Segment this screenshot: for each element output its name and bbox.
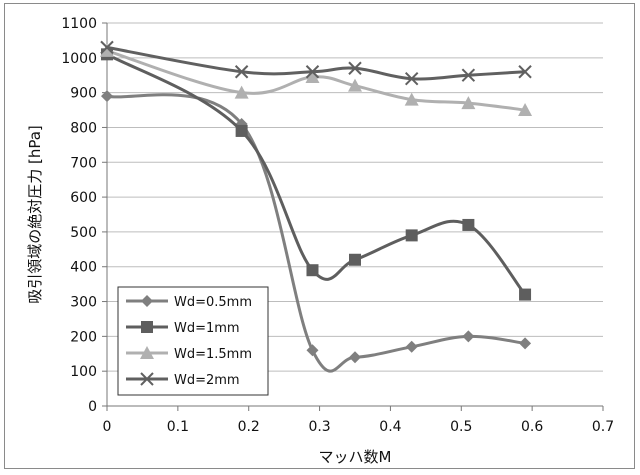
y-tick-label: 400 (70, 260, 97, 276)
data-point-wd-0-5mm-0 (101, 90, 113, 103)
legend-label-wd-0-5mm: Wd=0.5mm (174, 295, 252, 310)
legend-box (117, 286, 269, 396)
data-point-wd-0-5mm-4 (405, 340, 418, 353)
y-tick-label: 200 (70, 329, 97, 345)
legend-label-wd-1mm: Wd=1mm (174, 321, 240, 336)
series-wd-1mm (101, 48, 532, 301)
data-point-wd-1-5mm-2 (305, 69, 320, 83)
y-tick-label: 0 (88, 399, 97, 415)
data-point-wd-1-5mm-0 (100, 43, 114, 57)
legend-label-wd-1-5mm: Wd=1.5mm (174, 347, 252, 362)
data-point-wd-1mm-5 (462, 218, 475, 231)
series-wd-0-5mm (101, 90, 532, 373)
y-tick-label: 800 (70, 120, 97, 136)
data-point-wd-0-5mm-1 (235, 117, 248, 130)
data-point-wd-2mm-5 (461, 68, 476, 82)
legend-marker-wd-0-5mm (141, 295, 153, 307)
data-point-wd-1-5mm-3 (348, 78, 362, 92)
data-point-wd-2mm-1 (234, 65, 249, 79)
data-point-wd-1mm-2 (306, 264, 319, 277)
data-point-wd-1mm-3 (349, 253, 361, 266)
data-point-wd-1-5mm-4 (404, 92, 419, 106)
x-tick-label: 0.6 (521, 419, 543, 435)
legend-marker-wd-1-5mm (140, 346, 154, 359)
x-tick-label: 0.5 (450, 419, 472, 435)
data-point-wd-1-5mm-1 (234, 85, 249, 99)
data-point-wd-1-5mm-6 (518, 103, 533, 117)
x-tick-label: 0.4 (379, 419, 401, 435)
data-point-wd-2mm-3 (348, 61, 362, 75)
series-wd-2mm (100, 40, 532, 86)
x-tick-label: 0.2 (238, 419, 260, 435)
x-tick-label: 0.7 (592, 419, 614, 435)
legend: Wd=0.5mm Wd=1mm Wd=1.5mm Wd=2mm (117, 286, 269, 396)
y-tick-label: 1000 (61, 51, 97, 67)
chart-frame (4, 3, 635, 469)
axes (102, 22, 604, 411)
legend-label-wd-2mm: Wd=2mm (174, 373, 240, 388)
data-point-wd-0-5mm-2 (306, 344, 319, 357)
series-group (100, 40, 533, 373)
data-point-wd-2mm-2 (305, 65, 320, 79)
data-point-wd-0-5mm-5 (462, 330, 475, 343)
y-tick-label: 600 (70, 190, 97, 206)
data-point-wd-1mm-4 (405, 229, 418, 242)
series-wd-1-5mm (100, 43, 533, 117)
data-point-wd-1mm-6 (519, 288, 532, 301)
data-point-wd-2mm-6 (518, 65, 532, 79)
data-point-wd-2mm-4 (404, 72, 419, 86)
data-point-wd-1-5mm-5 (461, 96, 476, 110)
series-line-wd-0-5mm (106, 93, 526, 373)
series-line-wd-1mm (106, 53, 527, 296)
x-tick-label: 0.1 (167, 419, 189, 435)
x-tick-label: 0.3 (308, 419, 330, 435)
y-axis-label: 吸引領域の絶対圧力 [hPa] (26, 125, 44, 304)
y-tick-label: 700 (70, 155, 97, 171)
x-tick-label: 0 (103, 419, 112, 435)
data-point-wd-2mm-0 (100, 40, 114, 55)
x-axis-label: マッハ数M (319, 448, 392, 466)
y-tick-label: 500 (70, 225, 97, 241)
y-tick-label: 1100 (61, 16, 97, 32)
legend-marker-wd-1mm (141, 321, 153, 333)
y-tick-label: 900 (70, 86, 97, 102)
legend-marker-wd-2mm (140, 372, 154, 386)
x-tick-labels: 0 0.1 0.2 0.3 0.4 0.5 0.6 0.7 (103, 419, 615, 435)
data-point-wd-0-5mm-6 (519, 337, 532, 350)
y-tick-labels: 0 100 200 300 400 500 600 700 800 900 1000 1100 (61, 16, 97, 415)
y-tick-label: 100 (70, 364, 97, 380)
data-point-wd-0-5mm-3 (349, 351, 361, 364)
data-point-wd-1mm-1 (235, 124, 248, 137)
y-tick-label: 300 (70, 295, 97, 311)
